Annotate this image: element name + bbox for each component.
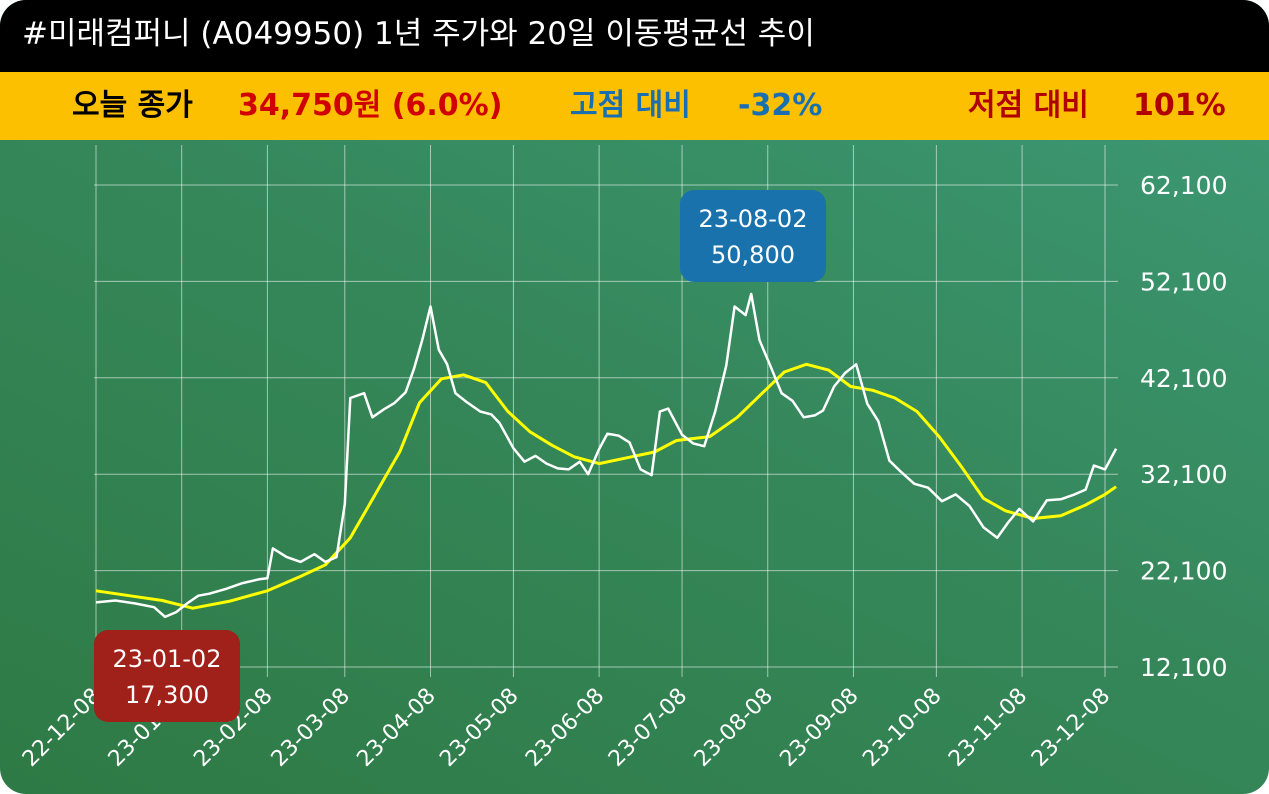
page-title: #미래컴퍼니 (A049950) 1년 주가와 20일 이동평균선 추이 (22, 16, 815, 52)
x-tick-label: 23-09-08 (775, 684, 863, 772)
title-bar: #미래컴퍼니 (A049950) 1년 주가와 20일 이동평균선 추이 (0, 0, 1269, 72)
x-tick-label: 23-11-08 (944, 684, 1032, 772)
x-tick-label: 22-12-08 (18, 684, 106, 772)
y-tick-label: 22,100 (1140, 557, 1227, 586)
high-date-label: 23-08-02 (699, 205, 808, 233)
today-close-label: 오늘 종가 (72, 88, 193, 123)
x-tick-label: 23-03-08 (267, 684, 355, 772)
price-line (95, 292, 1118, 619)
y-tick-label: 32,100 (1140, 460, 1227, 489)
today-close-value: 34,750원 (6.0%) (238, 88, 503, 123)
x-tick-label: 23-08-08 (690, 684, 778, 772)
low-value-label: 17,300 (125, 681, 209, 709)
high-value-label: 50,800 (711, 241, 795, 269)
ma20-line (95, 362, 1117, 610)
stats-bar: 오늘 종가 34,750원 (6.0%) 고점 대비 -32% 저점 대비 10… (0, 72, 1269, 140)
y-tick-label: 12,100 (1140, 653, 1227, 682)
high-annotation: 23-08-02 50,800 (680, 190, 826, 282)
low-date-label: 23-01-02 (113, 645, 222, 673)
x-tick-label: 23-06-08 (521, 684, 609, 772)
low-annotation-box (94, 630, 240, 722)
x-tick-label: 23-12-08 (1027, 684, 1115, 772)
x-tick-label: 23-05-08 (435, 684, 523, 772)
y-tick-label: 62,100 (1140, 171, 1227, 200)
y-tick-label: 52,100 (1140, 267, 1227, 296)
vs-high-label: 고점 대비 (570, 88, 691, 123)
x-tick-label: 23-07-08 (604, 684, 692, 772)
high-annotation-box (680, 190, 826, 282)
price-chart: 12,100 22,100 32,100 42,100 52,100 62,100 22-… (18, 145, 1227, 772)
x-tick-label: 23-10-08 (858, 684, 946, 772)
annotations: 23-08-02 50,800 23-01-02 17,300 (94, 190, 826, 722)
y-axis: 12,100 22,100 32,100 42,100 52,100 62,100 (1140, 171, 1227, 682)
chart-grid (94, 145, 1118, 677)
vs-low-label: 저점 대비 (968, 88, 1089, 123)
y-tick-label: 42,100 (1140, 364, 1227, 393)
low-annotation: 23-01-02 17,300 (94, 630, 240, 722)
vs-high-value: -32% (738, 88, 823, 123)
x-tick-label: 23-04-08 (352, 684, 440, 772)
vs-low-value: 101% (1133, 88, 1226, 123)
